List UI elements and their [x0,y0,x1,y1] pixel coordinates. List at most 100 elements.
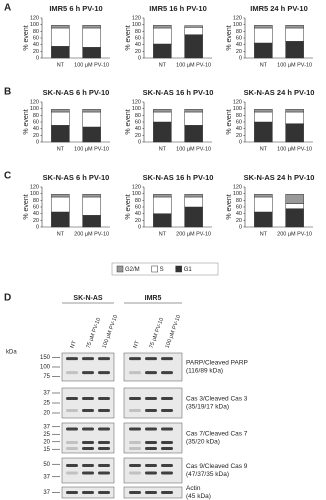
group-label: SK-N-AS [73,295,102,302]
bar-segment [82,25,101,29]
bar-segment [184,196,203,208]
row-sublabel: (35/20 kDa) [186,439,220,446]
x-tick-label: NT [159,62,167,68]
lane-label: NT [133,340,141,350]
lane-label: 100 µM PV-10 [165,314,183,349]
band [161,471,173,475]
bar-segment [153,121,172,143]
band [145,357,157,361]
band [66,441,78,444]
y-tick-label: 60 [135,204,141,210]
row-sublabel: (35/19/17 kDa) [186,404,229,411]
band [66,464,78,467]
band [161,447,173,450]
marker-label: 37 [43,391,50,397]
bar-segment [184,111,203,126]
y-tick-label: 0 [239,55,242,61]
y-tick-label: 80 [236,198,242,204]
y-tick-label: 120 [30,15,39,21]
x-tick-label: NT [260,146,268,152]
bar-segment [153,194,172,198]
bar-segment [51,125,70,143]
bar-segment [153,27,172,45]
chart-title: IMR5 24 h PV-10 [250,4,308,13]
y-tick-label: 20 [33,49,39,55]
band [129,441,141,444]
y-tick-label: 60 [135,119,141,125]
band [129,357,141,361]
band [145,447,157,450]
marker-label: 20 [43,411,50,417]
y-axis-label: % event [23,25,30,50]
band [161,371,173,375]
bar-segment [285,41,304,59]
legend-swatch [116,265,124,273]
lane-label: NT [70,340,78,350]
band [129,397,141,400]
bar-segment [82,196,101,216]
band [129,447,141,450]
bar-segment [254,25,273,29]
band [82,409,94,412]
y-tick-label: 100 [132,106,141,112]
band [82,357,94,361]
bar-segment [254,196,273,213]
bar-segment [184,34,203,59]
legend-swatch [175,265,182,273]
y-axis-label: % event [226,194,233,219]
legend-label: S [160,267,164,273]
band [145,491,157,494]
y-axis-label: % event [125,25,132,50]
marker-label: 50 [43,462,50,468]
y-tick-label: 60 [33,119,39,125]
band [66,427,78,431]
bar-segment [82,215,101,228]
y-tick-label: 0 [36,224,39,230]
y-tick-label: 60 [236,35,242,41]
band [82,447,94,450]
bar-segment [184,25,203,28]
bar-segment [285,111,304,124]
legend-label: G2/M [125,267,140,273]
bar-segment [82,111,101,128]
y-tick-label: 60 [236,119,242,125]
marker-label: 37 [43,490,50,496]
y-tick-label: 80 [33,113,39,119]
y-tick-label: 60 [236,204,242,210]
panel-label: B [4,87,11,98]
marker-label: 37 [43,424,50,430]
bar-segment [285,25,304,29]
band [161,427,173,431]
panel-label: C [4,171,11,182]
bar-segment [254,194,273,198]
band [145,409,157,412]
band [98,491,110,494]
y-tick-label: 100 [30,106,39,112]
bar-segment [254,42,273,59]
bar-segment [153,196,172,214]
bar-segment [254,211,273,228]
y-tick-label: 120 [233,15,242,21]
band [161,409,173,412]
row-label: Actin [186,485,201,492]
y-tick-label: 40 [236,42,242,48]
x-tick-label: NT [260,62,268,68]
band [98,447,110,450]
y-tick-label: 80 [33,29,39,35]
band [98,471,110,475]
x-tick-label: 200 µM PV-10 [277,231,312,237]
blot-frame [61,457,115,484]
band [66,471,78,475]
chart-title: SK-N-AS 6 h PV-10 [43,173,110,182]
y-tick-label: 40 [236,126,242,132]
bar-segment [184,109,203,113]
bar-segment [285,123,304,143]
band [161,464,173,467]
band [145,441,157,444]
band [66,397,78,400]
band [82,371,94,375]
lane-label: 75 µM PV-10 [149,317,166,349]
x-tick-label: NT [57,146,65,152]
y-tick-label: 80 [135,198,141,204]
